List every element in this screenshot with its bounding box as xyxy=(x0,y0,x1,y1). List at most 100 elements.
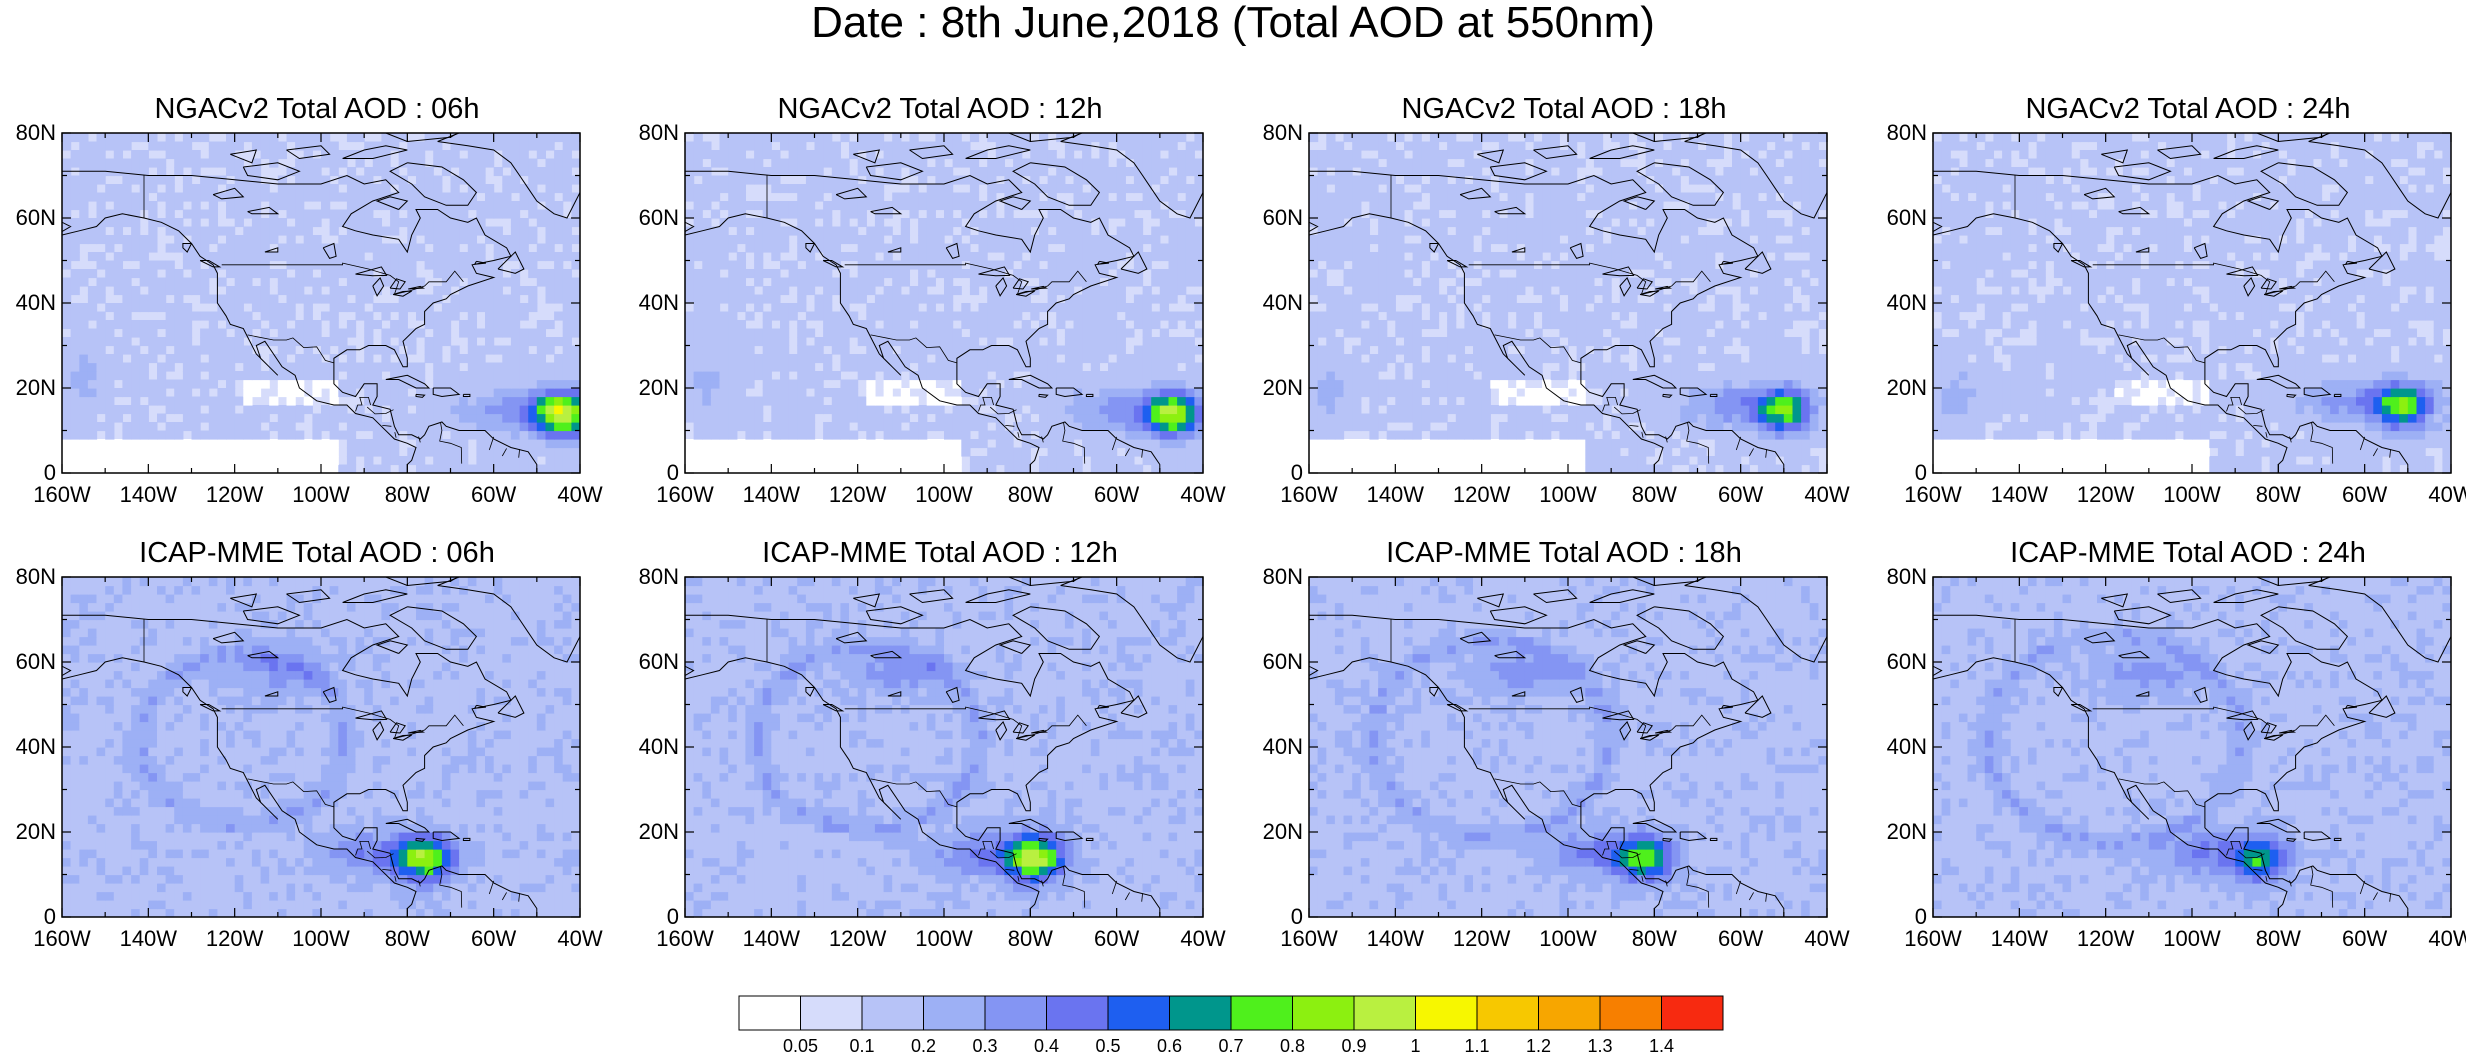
lat-tick-label: 80N xyxy=(1886,564,1927,589)
map-panel-ngacv2-18h: NGACv2 Total AOD : 18h 80N 60N 40N 20N 0 160W 1… xyxy=(1263,93,1850,523)
lat-tick-label: 40N xyxy=(15,734,56,759)
lat-tick-label: 40N xyxy=(1886,734,1927,759)
lon-tick-label: 120W xyxy=(828,926,887,951)
aod-map xyxy=(1932,576,2452,918)
axis-ticks xyxy=(1932,576,2452,918)
lon-tick-label: 160W xyxy=(656,482,714,507)
lon-tick-label: 100W xyxy=(915,482,973,507)
lon-tick-label: 160W xyxy=(1904,482,1962,507)
lat-tick-label: 80N xyxy=(638,564,679,589)
lat-tick-label: 20N xyxy=(1886,819,1927,844)
lat-tick-label: 0 xyxy=(1290,460,1303,485)
lon-tick-label: 60W xyxy=(1718,482,1764,507)
aod-field xyxy=(685,133,1203,473)
colorbar-swatch xyxy=(1292,995,1355,1031)
lon-tick-label: 40W xyxy=(1804,482,1850,507)
coastlines xyxy=(685,577,1203,917)
lon-tick-label: 40W xyxy=(557,926,603,951)
lat-tick-label: 20N xyxy=(1262,819,1303,844)
aod-map xyxy=(1308,576,1828,918)
lat-tick-label: 20N xyxy=(638,375,679,400)
colorbar xyxy=(738,995,1724,1031)
colorbar-swatch xyxy=(1353,995,1416,1031)
lat-tick-label: 0 xyxy=(43,460,56,485)
colorbar-level-label: 0.2 xyxy=(910,1036,937,1056)
colorbar-level-label: 1.4 xyxy=(1648,1036,1675,1056)
lon-tick-label: 40W xyxy=(557,482,603,507)
colorbar-level-label: 0.1 xyxy=(849,1036,875,1056)
lat-tick-label: 80N xyxy=(1262,564,1303,589)
lat-tick-label: 0 xyxy=(666,904,679,929)
lat-tick-label: 60N xyxy=(638,649,679,674)
panel-title: NGACv2 Total AOD : 06h xyxy=(154,93,480,125)
lon-tick-label: 40W xyxy=(2428,482,2466,507)
lat-tick-label: 80N xyxy=(1262,120,1303,145)
lat-tick-label: 80N xyxy=(15,564,56,589)
colorbar-swatch xyxy=(984,995,1047,1031)
lon-tick-label: 120W xyxy=(2076,926,2135,951)
lon-tick-label: 140W xyxy=(1990,926,2049,951)
colorbar-swatch xyxy=(1538,995,1601,1031)
coastlines xyxy=(62,133,580,473)
lat-tick-label: 0 xyxy=(1914,460,1927,485)
lon-tick-label: 80W xyxy=(2255,482,2301,507)
colorbar-level-label: 0.9 xyxy=(1341,1036,1367,1056)
aod-field xyxy=(1309,133,1827,473)
colorbar-swatch xyxy=(861,995,924,1031)
lon-tick-label: 120W xyxy=(2076,482,2135,507)
lon-tick-label: 100W xyxy=(915,926,973,951)
lat-tick-label: 40N xyxy=(1262,290,1303,315)
lat-tick-label: 40N xyxy=(1886,290,1927,315)
colorbar-swatch xyxy=(800,995,863,1031)
map-panel-icapmme-24h: ICAP-MME Total AOD : 24h 80N 60N 40N 20N 0 160… xyxy=(1887,537,2466,967)
colorbar-level-label: 1 xyxy=(1410,1036,1421,1056)
lat-tick-label: 20N xyxy=(1886,375,1927,400)
aod-map xyxy=(61,576,581,918)
lat-tick-label: 80N xyxy=(15,120,56,145)
map-panel-ngacv2-24h: NGACv2 Total AOD : 24h 80N 60N 40N 20N 0 160W 1… xyxy=(1887,93,2466,523)
aod-map xyxy=(1932,132,2452,474)
colorbar-level-label: 1.1 xyxy=(1464,1036,1490,1056)
lon-tick-label: 100W xyxy=(292,926,350,951)
lon-tick-label: 80W xyxy=(384,482,430,507)
aod-map xyxy=(684,576,1204,918)
lat-tick-label: 60N xyxy=(1886,205,1927,230)
aod-map xyxy=(684,132,1204,474)
map-panel-ngacv2-12h: NGACv2 Total AOD : 12h 80N 60N 40N 20N 0 160W 1… xyxy=(639,93,1226,523)
lon-tick-label: 60W xyxy=(471,482,517,507)
lon-tick-label: 40W xyxy=(1180,482,1226,507)
lat-tick-label: 0 xyxy=(43,904,56,929)
lon-tick-label: 140W xyxy=(119,926,178,951)
lon-tick-label: 100W xyxy=(2163,926,2221,951)
lat-tick-label: 60N xyxy=(15,205,56,230)
lon-tick-label: 100W xyxy=(2163,482,2221,507)
lat-tick-label: 80N xyxy=(1886,120,1927,145)
lat-tick-label: 40N xyxy=(1262,734,1303,759)
colorbar-swatch xyxy=(1046,995,1109,1031)
lon-tick-label: 40W xyxy=(1804,926,1850,951)
lon-tick-label: 60W xyxy=(2342,926,2388,951)
lon-tick-label: 160W xyxy=(1280,482,1338,507)
map-panel-icapmme-18h: ICAP-MME Total AOD : 18h 80N 60N 40N 20N 0 160… xyxy=(1263,537,1850,967)
lon-tick-label: 140W xyxy=(1990,482,2049,507)
lon-tick-label: 60W xyxy=(1094,482,1140,507)
axis-ticks xyxy=(61,576,581,918)
coastlines xyxy=(1309,133,1827,473)
lon-tick-label: 120W xyxy=(205,482,264,507)
colorbar-level-label: 0.4 xyxy=(1033,1036,1060,1056)
panel-title: ICAP-MME Total AOD : 12h xyxy=(762,537,1118,569)
lon-tick-label: 160W xyxy=(1280,926,1338,951)
lon-tick-label: 120W xyxy=(828,482,887,507)
map-panel-icapmme-12h: ICAP-MME Total AOD : 12h 80N 60N 40N 20N 0 160… xyxy=(639,537,1226,967)
aod-field xyxy=(62,577,580,917)
panel-title: ICAP-MME Total AOD : 18h xyxy=(1386,537,1742,569)
axis-ticks xyxy=(684,132,1204,474)
lat-tick-label: 40N xyxy=(638,290,679,315)
panel-title: NGACv2 Total AOD : 24h xyxy=(2025,93,2351,125)
lat-tick-label: 60N xyxy=(638,205,679,230)
lat-tick-label: 20N xyxy=(1262,375,1303,400)
lon-tick-label: 140W xyxy=(119,482,178,507)
map-panel-icapmme-06h: ICAP-MME Total AOD : 06h 80N 60N 40N 20N 0 160… xyxy=(16,537,603,967)
colorbar-swatch xyxy=(1476,995,1539,1031)
aod-map xyxy=(1308,132,1828,474)
